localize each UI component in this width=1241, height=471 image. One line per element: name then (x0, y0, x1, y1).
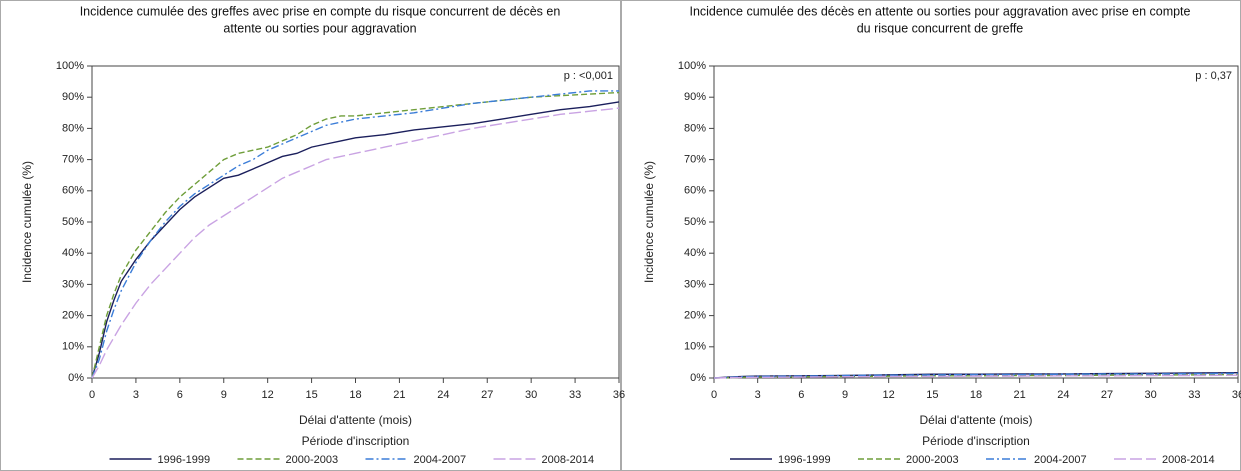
x-tick-label: 27 (481, 389, 493, 401)
y-tick-label: 70% (684, 154, 706, 166)
x-tick-label: 9 (842, 389, 848, 401)
series-line (91, 91, 620, 379)
y-tick-label: 10% (62, 341, 84, 353)
y-tick-label: 60% (684, 185, 706, 197)
y-tick-label: 20% (684, 310, 706, 322)
y-tick-label: 90% (684, 91, 706, 103)
legend-label: 1996-1999 (158, 454, 211, 466)
legend-label: 2008-2014 (542, 454, 595, 466)
y-tick-label: 40% (62, 247, 84, 259)
y-tick-label: 10% (684, 341, 706, 353)
y-tick-label: 80% (684, 122, 706, 134)
annotation: p : 0,37 (1195, 70, 1232, 82)
x-tick-label: 3 (133, 389, 139, 401)
y-tick-label: 100% (678, 60, 706, 72)
legend-label: 2000-2003 (906, 454, 959, 466)
y-tick-label: 0% (68, 372, 84, 384)
chart-title: du risque concurrent de greffe (857, 21, 1024, 35)
y-tick-label: 50% (684, 216, 706, 228)
legend-title: Période d'inscription (302, 434, 410, 448)
x-tick-label: 18 (970, 389, 982, 401)
x-tick-label: 33 (569, 389, 581, 401)
x-tick-label: 24 (437, 389, 449, 401)
chart-title: attente ou sorties pour aggravation (223, 21, 416, 35)
x-tick-label: 12 (262, 389, 274, 401)
chart-title: Incidence cumulée des décès en attente o… (689, 4, 1190, 18)
x-tick-label: 6 (177, 389, 183, 401)
legend-label: 2004-2007 (414, 454, 467, 466)
legend-label: 1996-1999 (778, 454, 831, 466)
legend-label: 2008-2014 (1162, 454, 1215, 466)
y-axis-label: Incidence cumulée (%) (20, 161, 34, 283)
y-tick-label: 60% (62, 185, 84, 197)
x-tick-label: 24 (1057, 389, 1069, 401)
x-axis-label: Délai d'attente (mois) (299, 413, 412, 427)
x-tick-label: 12 (883, 389, 895, 401)
x-tick-label: 30 (525, 389, 537, 401)
series-line (713, 372, 1239, 379)
x-tick-label: 0 (89, 389, 95, 401)
chart-title: Incidence cumulée des greffes avec prise… (80, 4, 561, 18)
y-tick-label: 40% (684, 247, 706, 259)
legend-label: 2004-2007 (1034, 454, 1087, 466)
series-line (713, 374, 1239, 379)
x-tick-label: 9 (221, 389, 227, 401)
x-tick-label: 6 (798, 389, 804, 401)
y-tick-label: 70% (62, 154, 84, 166)
x-tick-label: 0 (711, 389, 717, 401)
series-line (91, 107, 620, 379)
series-line (91, 90, 619, 379)
x-tick-label: 3 (755, 389, 761, 401)
y-tick-label: 30% (62, 278, 84, 290)
x-tick-label: 15 (305, 389, 317, 401)
plot-frame (713, 65, 1239, 379)
y-tick-label: 50% (62, 216, 84, 228)
x-tick-label: 18 (349, 389, 361, 401)
x-tick-label: 33 (1188, 389, 1200, 401)
series-line (91, 101, 620, 379)
x-tick-label: 27 (1101, 389, 1113, 401)
y-axis-label: Incidence cumulée (%) (642, 161, 656, 283)
y-tick-label: 100% (56, 60, 84, 72)
y-tick-label: 30% (684, 278, 706, 290)
y-tick-label: 20% (62, 310, 84, 322)
y-tick-label: 80% (62, 122, 84, 134)
y-tick-label: 90% (62, 91, 84, 103)
annotation: p : <0,001 (564, 70, 613, 82)
x-tick-label: 21 (393, 389, 405, 401)
y-tick-label: 0% (690, 372, 706, 384)
x-tick-label: 15 (926, 389, 938, 401)
x-tick-label: 36 (1232, 389, 1241, 401)
x-tick-label: 30 (1145, 389, 1157, 401)
x-tick-label: 36 (613, 389, 625, 401)
x-axis-label: Délai d'attente (mois) (919, 413, 1032, 427)
legend-label: 2000-2003 (286, 454, 339, 466)
legend-title: Période d'inscription (922, 434, 1030, 448)
x-tick-label: 21 (1014, 389, 1026, 401)
